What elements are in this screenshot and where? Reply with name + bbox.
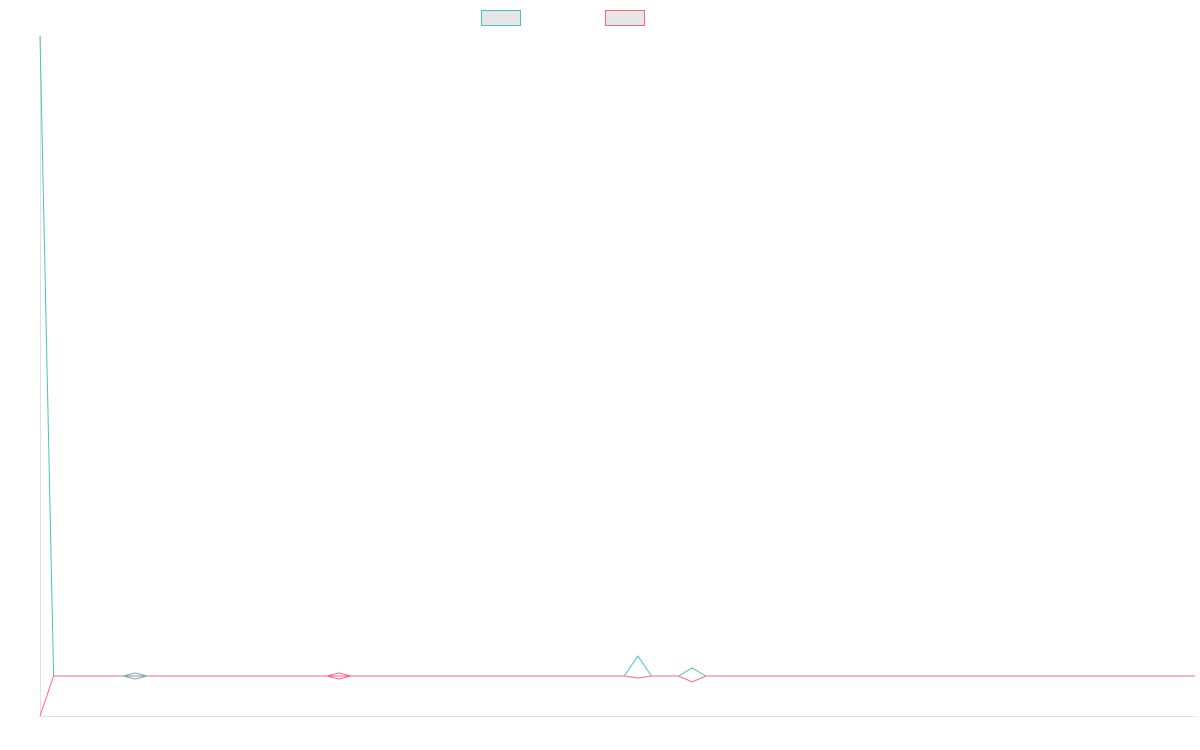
series-1-line xyxy=(39,35,1195,677)
legend-swatch-1[interactable] xyxy=(481,10,521,26)
legend-swatch-2[interactable] xyxy=(605,10,645,26)
chart-axes xyxy=(40,36,1195,717)
series-2-line xyxy=(39,675,1195,717)
chart-legend xyxy=(481,10,645,26)
point-marker-2[interactable] xyxy=(326,672,352,680)
point-marker-1[interactable] xyxy=(122,672,148,680)
chart-series xyxy=(39,35,1195,717)
